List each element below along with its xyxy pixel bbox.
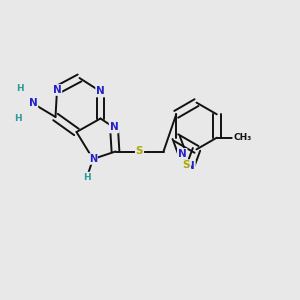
Text: CH₃: CH₃ bbox=[233, 133, 251, 142]
Text: H: H bbox=[16, 84, 23, 93]
Text: H: H bbox=[14, 114, 22, 123]
Text: N: N bbox=[28, 98, 38, 109]
Text: N: N bbox=[178, 149, 187, 159]
Text: N: N bbox=[110, 122, 118, 133]
Text: S: S bbox=[183, 160, 190, 170]
Text: N: N bbox=[186, 160, 195, 171]
Text: H: H bbox=[83, 172, 91, 182]
Text: S: S bbox=[136, 146, 143, 157]
Text: N: N bbox=[96, 86, 105, 97]
Text: N: N bbox=[89, 154, 97, 164]
Text: N: N bbox=[52, 85, 62, 95]
